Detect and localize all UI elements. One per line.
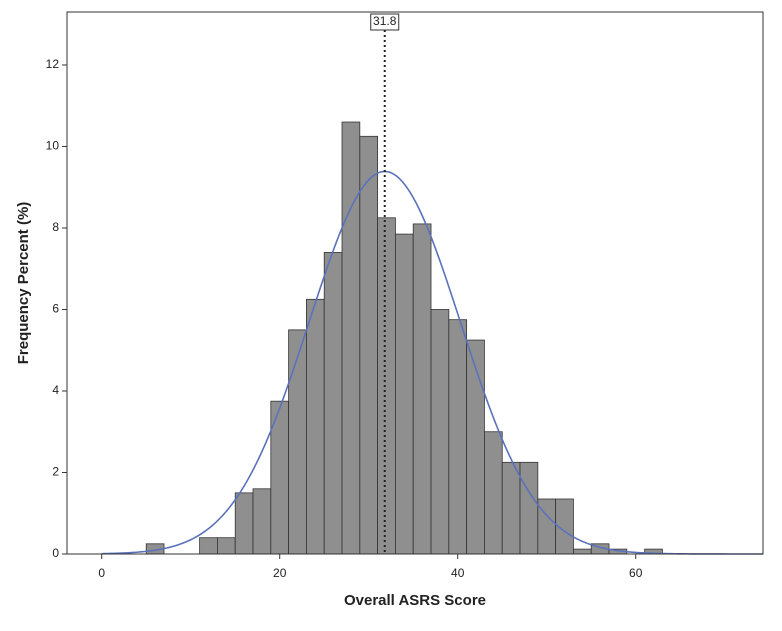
bar <box>412 223 432 555</box>
bar <box>430 309 450 555</box>
bar <box>448 319 468 555</box>
bar <box>395 233 414 555</box>
x-tick-label: 40 <box>451 566 465 580</box>
y-tick-label: 2 <box>52 465 59 479</box>
bar <box>306 298 325 555</box>
y-axis-title: Frequency Percent (%) <box>15 202 32 365</box>
normal-curve <box>101 170 763 555</box>
y-tick-label: 12 <box>46 57 60 71</box>
bar <box>377 217 396 555</box>
y-tick-label: 10 <box>46 139 60 153</box>
y-tick-label: 6 <box>52 302 59 316</box>
y-tick-label: 4 <box>52 383 59 397</box>
y-tick-label: 0 <box>52 546 59 560</box>
x-tick-label: 20 <box>273 566 287 580</box>
bar <box>484 431 503 555</box>
bar <box>323 252 343 555</box>
bar <box>288 329 307 555</box>
y-tick-label: 8 <box>52 220 59 234</box>
bar <box>199 537 218 555</box>
bar <box>573 548 592 555</box>
bar <box>217 537 236 555</box>
bar <box>501 461 521 555</box>
mean-label-box <box>370 13 400 31</box>
bar <box>359 135 379 555</box>
bar <box>466 339 485 555</box>
mean-label: 31.8 <box>373 14 397 28</box>
bar <box>341 121 361 555</box>
x-tick-label: 60 <box>629 566 643 580</box>
x-axis-title: Overall ASRS Score <box>344 592 486 609</box>
bar <box>234 492 254 555</box>
bar <box>252 488 272 555</box>
plot-frame <box>66 11 764 555</box>
bar <box>519 461 539 555</box>
x-tick-label: 0 <box>98 566 105 580</box>
